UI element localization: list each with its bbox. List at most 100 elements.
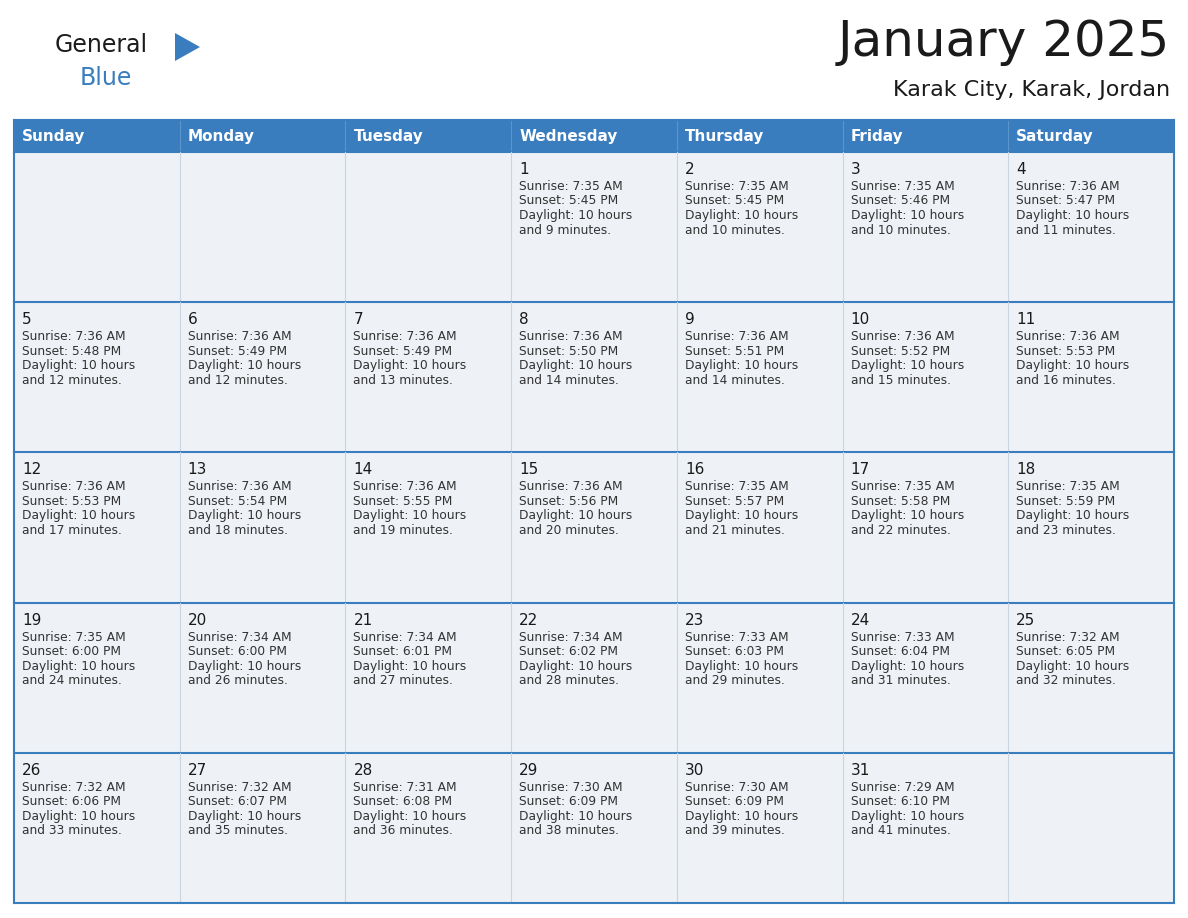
Polygon shape [175,33,200,61]
Text: and 26 minutes.: and 26 minutes. [188,674,287,687]
Text: and 10 minutes.: and 10 minutes. [851,223,950,237]
Text: and 14 minutes.: and 14 minutes. [684,374,785,386]
Text: Daylight: 10 hours: Daylight: 10 hours [684,660,798,673]
Text: Daylight: 10 hours: Daylight: 10 hours [851,209,963,222]
Text: 31: 31 [851,763,870,778]
Text: Sunset: 5:53 PM: Sunset: 5:53 PM [1016,344,1116,358]
Text: Daylight: 10 hours: Daylight: 10 hours [519,209,632,222]
Bar [14,753,1174,903]
Text: Sunrise: 7:36 AM: Sunrise: 7:36 AM [519,480,623,493]
Text: and 24 minutes.: and 24 minutes. [23,674,122,687]
Text: Sunrise: 7:35 AM: Sunrise: 7:35 AM [519,180,623,193]
Text: Sunrise: 7:33 AM: Sunrise: 7:33 AM [684,631,789,644]
Text: 7: 7 [353,312,364,327]
Text: 9: 9 [684,312,695,327]
Text: Sunrise: 7:34 AM: Sunrise: 7:34 AM [353,631,457,644]
Text: Sunset: 6:02 PM: Sunset: 6:02 PM [519,645,618,658]
Text: Sunrise: 7:34 AM: Sunrise: 7:34 AM [519,631,623,644]
Text: Sunrise: 7:35 AM: Sunrise: 7:35 AM [684,480,789,493]
Text: Sunrise: 7:36 AM: Sunrise: 7:36 AM [684,330,789,343]
Text: Sunset: 5:49 PM: Sunset: 5:49 PM [353,344,453,358]
Text: Daylight: 10 hours: Daylight: 10 hours [684,209,798,222]
Text: Sunset: 6:08 PM: Sunset: 6:08 PM [353,795,453,809]
Text: 10: 10 [851,312,870,327]
Text: and 12 minutes.: and 12 minutes. [188,374,287,386]
Text: January 2025: January 2025 [838,18,1170,66]
Text: Daylight: 10 hours: Daylight: 10 hours [353,359,467,372]
Text: Sunset: 5:54 PM: Sunset: 5:54 PM [188,495,287,508]
Text: Sunrise: 7:36 AM: Sunrise: 7:36 AM [23,330,126,343]
Text: Sunrise: 7:35 AM: Sunrise: 7:35 AM [23,631,126,644]
Text: Sunrise: 7:35 AM: Sunrise: 7:35 AM [851,180,954,193]
Text: Daylight: 10 hours: Daylight: 10 hours [188,810,301,823]
Text: Sunset: 6:05 PM: Sunset: 6:05 PM [1016,645,1116,658]
Text: 19: 19 [23,612,42,628]
Text: Daylight: 10 hours: Daylight: 10 hours [684,509,798,522]
Text: 29: 29 [519,763,538,778]
Text: Sunrise: 7:32 AM: Sunrise: 7:32 AM [188,781,291,794]
Text: and 36 minutes.: and 36 minutes. [353,824,454,837]
Text: Daylight: 10 hours: Daylight: 10 hours [353,509,467,522]
Text: Sunrise: 7:30 AM: Sunrise: 7:30 AM [519,781,623,794]
Text: 15: 15 [519,463,538,477]
Text: Daylight: 10 hours: Daylight: 10 hours [188,359,301,372]
Text: Sunset: 5:58 PM: Sunset: 5:58 PM [851,495,950,508]
Bar [14,152,1174,302]
Text: and 27 minutes.: and 27 minutes. [353,674,454,687]
Text: Sunset: 6:01 PM: Sunset: 6:01 PM [353,645,453,658]
Text: Sunset: 6:09 PM: Sunset: 6:09 PM [684,795,784,809]
Text: Daylight: 10 hours: Daylight: 10 hours [1016,209,1130,222]
Text: 28: 28 [353,763,373,778]
Text: 8: 8 [519,312,529,327]
Text: Sunset: 6:10 PM: Sunset: 6:10 PM [851,795,949,809]
Text: 20: 20 [188,612,207,628]
Text: Daylight: 10 hours: Daylight: 10 hours [684,359,798,372]
Text: Tuesday: Tuesday [353,129,423,143]
Bar [14,453,1174,602]
Text: Sunset: 5:53 PM: Sunset: 5:53 PM [23,495,121,508]
Text: and 38 minutes.: and 38 minutes. [519,824,619,837]
Text: 13: 13 [188,463,207,477]
Text: and 12 minutes.: and 12 minutes. [23,374,122,386]
Text: Daylight: 10 hours: Daylight: 10 hours [851,359,963,372]
Text: 6: 6 [188,312,197,327]
Text: 26: 26 [23,763,42,778]
Text: and 18 minutes.: and 18 minutes. [188,524,287,537]
Text: 5: 5 [23,312,32,327]
Text: Daylight: 10 hours: Daylight: 10 hours [519,810,632,823]
Text: Daylight: 10 hours: Daylight: 10 hours [1016,509,1130,522]
Text: Daylight: 10 hours: Daylight: 10 hours [851,810,963,823]
Text: Saturday: Saturday [1016,129,1094,143]
Text: Sunset: 5:59 PM: Sunset: 5:59 PM [1016,495,1116,508]
Text: Sunrise: 7:36 AM: Sunrise: 7:36 AM [519,330,623,343]
Text: and 13 minutes.: and 13 minutes. [353,374,454,386]
Text: 12: 12 [23,463,42,477]
Text: 18: 18 [1016,463,1036,477]
Text: Daylight: 10 hours: Daylight: 10 hours [188,509,301,522]
Text: and 9 minutes.: and 9 minutes. [519,223,612,237]
Text: and 17 minutes.: and 17 minutes. [23,524,122,537]
Text: and 39 minutes.: and 39 minutes. [684,824,785,837]
Text: Sunrise: 7:29 AM: Sunrise: 7:29 AM [851,781,954,794]
Text: Sunset: 5:50 PM: Sunset: 5:50 PM [519,344,619,358]
Text: Daylight: 10 hours: Daylight: 10 hours [353,810,467,823]
Text: General: General [55,33,148,57]
Text: Sunset: 5:57 PM: Sunset: 5:57 PM [684,495,784,508]
Text: 30: 30 [684,763,704,778]
Text: Sunrise: 7:32 AM: Sunrise: 7:32 AM [23,781,126,794]
Text: and 32 minutes.: and 32 minutes. [1016,674,1117,687]
Text: and 21 minutes.: and 21 minutes. [684,524,785,537]
Text: Sunrise: 7:36 AM: Sunrise: 7:36 AM [23,480,126,493]
Text: Sunset: 5:52 PM: Sunset: 5:52 PM [851,344,950,358]
Text: Monday: Monday [188,129,254,143]
Text: Sunset: 5:47 PM: Sunset: 5:47 PM [1016,195,1116,207]
Text: and 11 minutes.: and 11 minutes. [1016,223,1117,237]
Text: Sunrise: 7:36 AM: Sunrise: 7:36 AM [353,480,457,493]
Text: Sunrise: 7:35 AM: Sunrise: 7:35 AM [851,480,954,493]
Text: Sunrise: 7:36 AM: Sunrise: 7:36 AM [1016,330,1120,343]
Text: Daylight: 10 hours: Daylight: 10 hours [353,660,467,673]
Text: Daylight: 10 hours: Daylight: 10 hours [23,810,135,823]
Text: Daylight: 10 hours: Daylight: 10 hours [851,509,963,522]
Text: Friday: Friday [851,129,903,143]
Text: 4: 4 [1016,162,1026,177]
